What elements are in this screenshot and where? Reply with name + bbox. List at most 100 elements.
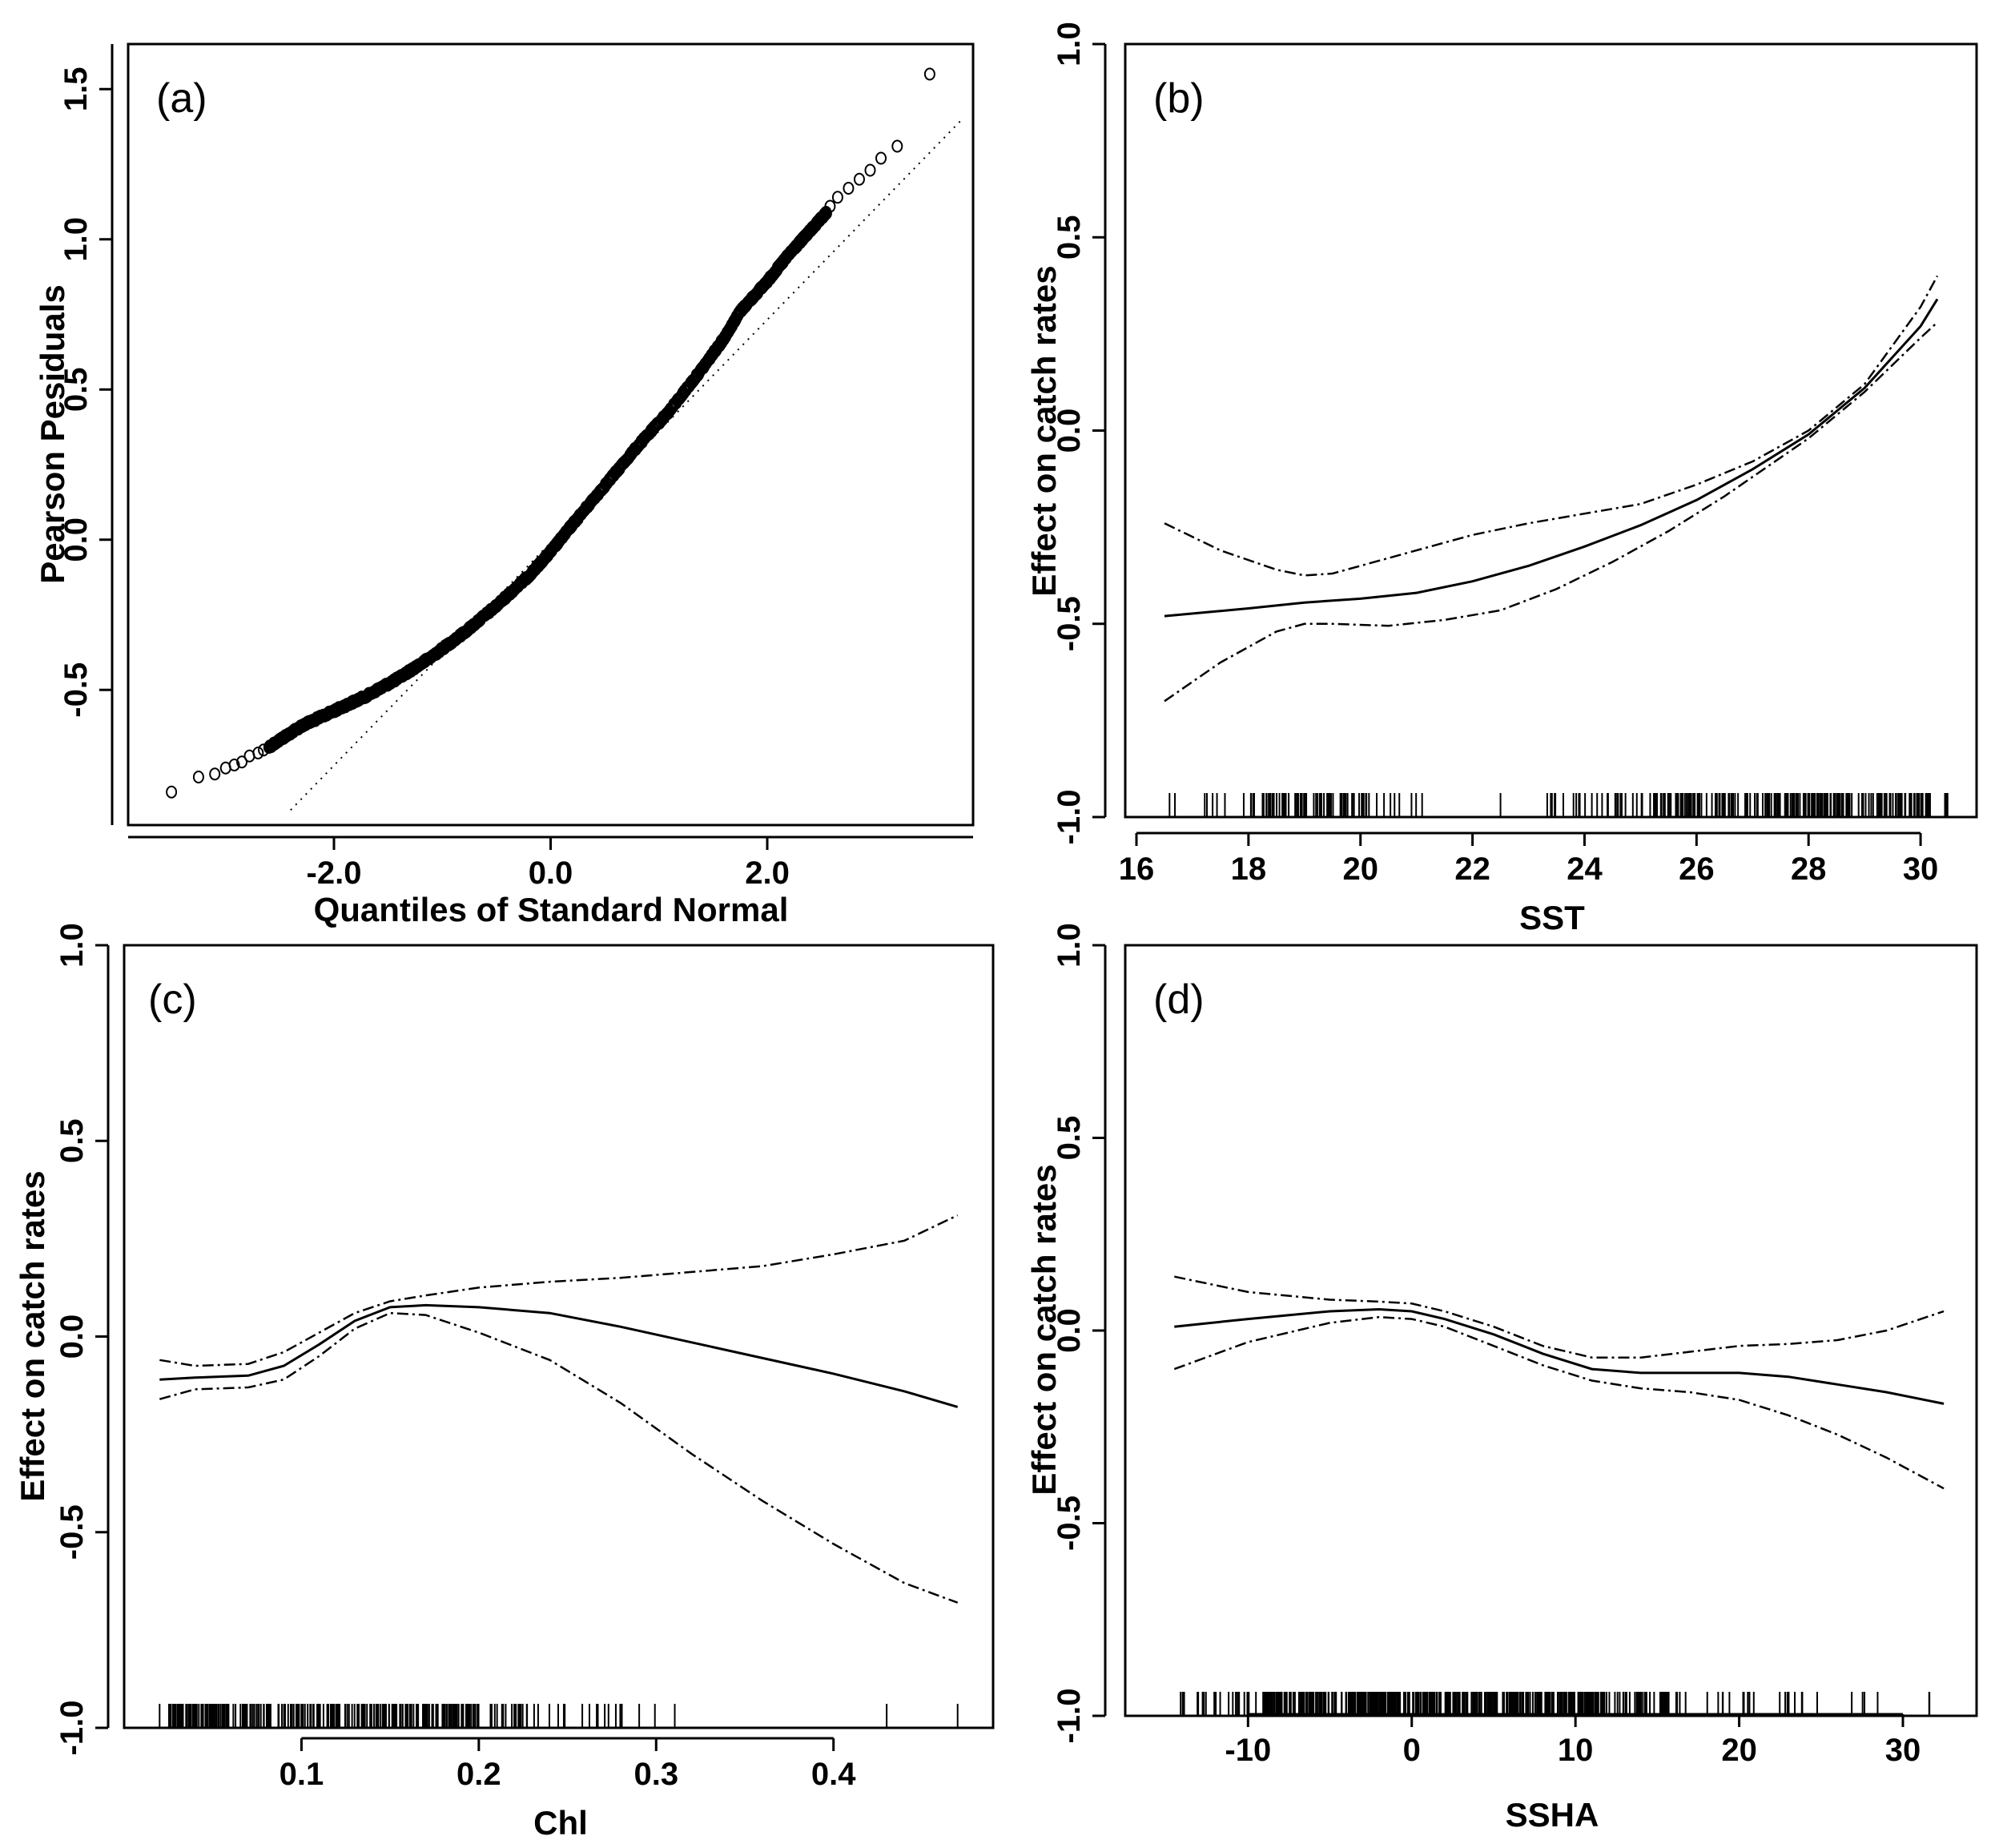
x-tick-label: 30: [1885, 1733, 1921, 1768]
panel-c: (c) Chl Effect on catch rates 0.1 0.2 0.3 0…: [14, 923, 995, 1842]
x-tick-label: 0.1: [280, 1757, 324, 1792]
residual-point: [875, 151, 887, 165]
y-tick-label: -0.5: [1052, 1496, 1087, 1551]
panel-b: (b) SST Effect on catch rates 16 18 20 22 24…: [1025, 22, 1978, 936]
series-fit: [1164, 298, 1939, 618]
y-axis-label-c: Effect on catch rates: [14, 1170, 51, 1501]
panel-label-a: (a): [156, 75, 207, 122]
y-tick-label: 0.5: [1052, 215, 1087, 260]
y-tick-label: 0.0: [1052, 1308, 1087, 1353]
rug-d: [1180, 1692, 1931, 1716]
x-ticks-d: -10 0 10 20 30: [1225, 1713, 1921, 1768]
x-axis-label-b: SST: [1519, 899, 1585, 936]
x-tick-label: 0.0: [529, 856, 573, 891]
x-tick-label: 22: [1454, 852, 1490, 887]
y-tick-label: 0.5: [58, 367, 94, 412]
plot-frame-b: [1124, 42, 1978, 819]
y-tick-label: 0.0: [54, 1315, 90, 1359]
residual-point: [843, 182, 855, 195]
residual-point: [166, 785, 178, 799]
plot-frame-a: [127, 42, 975, 827]
x-tick-label: 26: [1679, 852, 1715, 887]
x-tick-label: 0.3: [633, 1757, 678, 1792]
y-axis-label-b: Effect on catch rates: [1025, 265, 1063, 596]
x-axis-label-d: SSHA: [1506, 1796, 1599, 1834]
x-tick-label: 0: [1403, 1733, 1421, 1768]
residual-point: [192, 771, 204, 783]
x-ticks-b: 16 18 20 22 24 26 28 30: [1119, 831, 1939, 887]
y-tick-label: -1.0: [1052, 1689, 1087, 1744]
y-ticks-b: -1.0 -0.5 0.0 0.5 1.0: [1052, 22, 1107, 845]
marks-b: [1164, 275, 1939, 703]
residual-point: [209, 767, 221, 781]
x-tick-label: 2.0: [745, 856, 790, 891]
residual-point: [891, 139, 903, 153]
plot-frame-c: [123, 944, 995, 1729]
y-ticks-a: -0.5 0.0 0.5 1.0 1.5: [58, 44, 114, 825]
x-tick-label: 0.4: [811, 1757, 856, 1792]
residual-point: [236, 755, 248, 769]
panel-label-c: (c): [148, 976, 197, 1023]
series-lower: [1164, 321, 1938, 703]
y-tick-label: -0.5: [54, 1504, 90, 1560]
panel-a: (a) Quantiles of Standard Normal Pearson…: [34, 42, 975, 928]
x-axis-label-a: Quantiles of Standard Normal: [314, 891, 789, 928]
residual-point: [228, 759, 240, 771]
x-tick-label: 30: [1903, 852, 1939, 887]
series-upper: [159, 1214, 959, 1367]
y-tick-label: -1.0: [1052, 790, 1087, 845]
x-ticks-c: 0.1 0.2 0.3 0.4: [280, 1737, 856, 1792]
y-axis-label-d: Effect on catch rates: [1025, 1164, 1063, 1495]
plot-frame-d: [1124, 944, 1978, 1717]
x-tick-label: -10: [1225, 1733, 1271, 1768]
series-fit: [159, 1303, 959, 1408]
y-tick-label: 1.0: [1052, 22, 1087, 66]
y-tick-label: 1.0: [58, 217, 94, 262]
rug-b: [1168, 793, 1949, 817]
x-tick-label: 10: [1558, 1733, 1594, 1768]
series-fit: [1174, 1307, 1945, 1405]
y-tick-label: -1.0: [54, 1701, 90, 1756]
y-tick-label: 1.0: [1052, 923, 1087, 968]
x-tick-label: 18: [1231, 852, 1267, 887]
rug-c: [159, 1704, 959, 1728]
marks-c: [159, 1214, 959, 1604]
marks-d: [1173, 1275, 1945, 1490]
panel-d: (d) SSHA Effect on catch rates -10 0 10 20 3…: [1025, 923, 1978, 1834]
residual-point: [864, 163, 876, 177]
x-axis-label-c: Chl: [533, 1804, 588, 1842]
y-axis-label-a: Pearson Pesiduals: [34, 284, 71, 584]
residual-point: [831, 191, 843, 204]
y-ticks-d: -1.0 -0.5 0.0 0.5 1.0: [1052, 923, 1107, 1744]
x-tick-label: 16: [1119, 852, 1155, 887]
marks-a: [166, 67, 963, 811]
x-ticks-a: -2.0 0.0 2.0: [128, 835, 973, 891]
residual-point: [820, 207, 832, 220]
residual-point: [853, 172, 865, 186]
y-tick-label: 1.0: [54, 923, 90, 968]
y-tick-label: 0.5: [54, 1118, 90, 1163]
panel-label-d: (d): [1153, 976, 1205, 1023]
x-tick-label: 0.2: [457, 1757, 501, 1792]
residual-point: [252, 747, 264, 759]
x-tick-label: 20: [1342, 852, 1378, 887]
y-tick-label: -0.5: [1052, 596, 1087, 651]
y-tick-label: -0.5: [58, 662, 94, 718]
x-tick-label: 20: [1721, 1733, 1757, 1768]
y-tick-label: 0.0: [1052, 409, 1087, 453]
series-lower: [159, 1311, 959, 1604]
residual-point: [923, 67, 935, 81]
x-tick-label: 24: [1567, 852, 1603, 887]
x-tick-label: 28: [1791, 852, 1827, 887]
series-upper: [1174, 1275, 1945, 1359]
series-upper: [1164, 275, 1939, 577]
y-ticks-c: -1.0 -0.5 0.0 0.5 1.0: [54, 923, 110, 1756]
y-tick-label: 0.0: [58, 517, 94, 562]
y-tick-label: 1.5: [58, 66, 94, 111]
series-lower: [1173, 1315, 1945, 1490]
y-tick-label: 0.5: [1052, 1116, 1087, 1161]
residual-point: [258, 743, 270, 757]
residual-point: [824, 199, 836, 213]
panel-label-b: (b): [1153, 75, 1205, 122]
